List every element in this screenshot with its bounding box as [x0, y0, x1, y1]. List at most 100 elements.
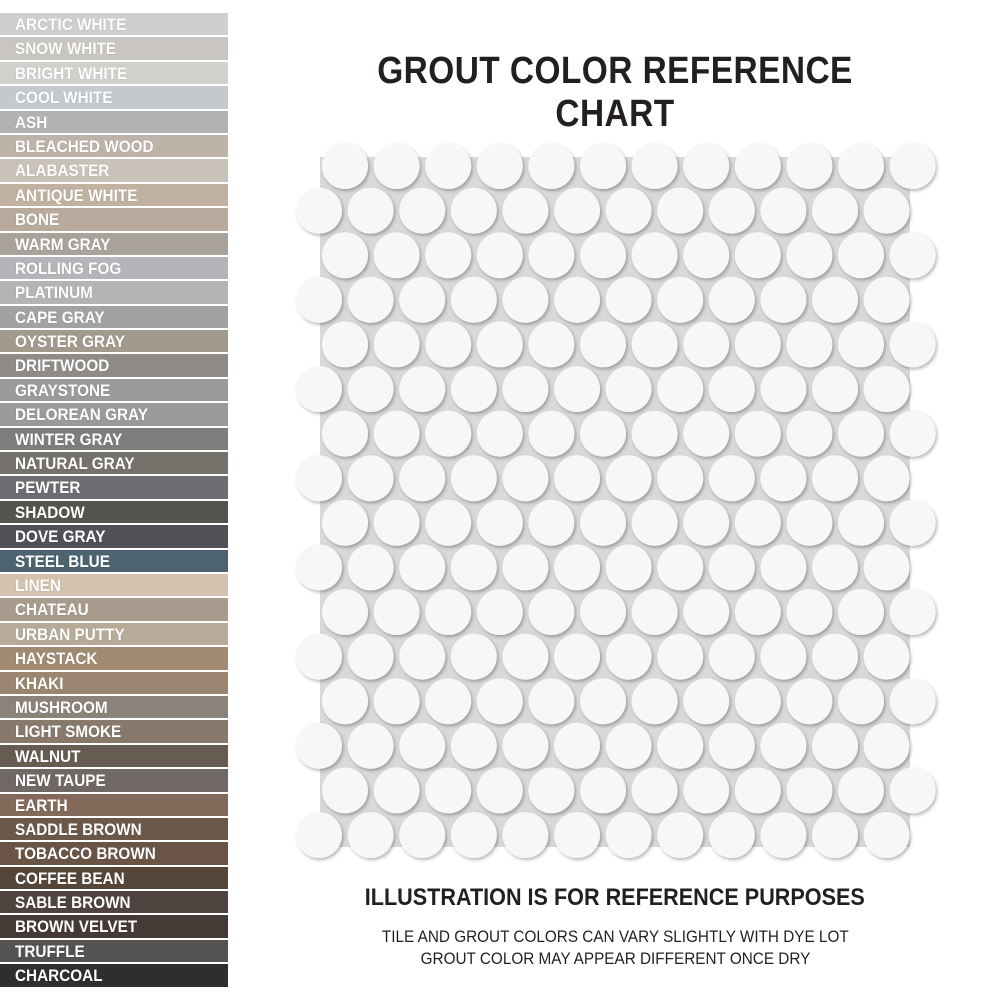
- penny-tile: [373, 321, 420, 368]
- swatch-label: DRIFTWOOD: [15, 356, 110, 376]
- swatch-label: DOVE GRAY: [15, 527, 106, 547]
- swatch-bright-white: BRIGHT WHITE: [0, 61, 228, 85]
- swatch-label: BONE: [15, 210, 60, 230]
- penny-tile: [631, 143, 678, 189]
- penny-tile: [528, 589, 575, 635]
- penny-tile: [734, 767, 781, 814]
- swatch-label: WALNUT: [15, 746, 81, 766]
- swatch-natural-gray: NATURAL GRAY: [0, 452, 228, 475]
- reference-disclaimer-heading: ILLUSTRATION IS FOR REFERENCE PURPOSES: [300, 884, 930, 912]
- penny-tile: [296, 544, 342, 591]
- penny-tile: [528, 232, 575, 279]
- penny-tile: [476, 767, 523, 814]
- penny-tile: [734, 410, 781, 457]
- swatch-label: SABLE BROWN: [15, 893, 131, 913]
- penny-tile: [838, 499, 884, 546]
- penny-tile: [631, 499, 678, 546]
- swatch-khaki: KHAKI: [0, 671, 228, 694]
- penny-tile: [889, 678, 936, 725]
- penny-tile: [838, 143, 884, 189]
- swatch-cape-gray: CAPE GRAY: [0, 305, 228, 329]
- penny-tile: [605, 455, 652, 502]
- penny-tile: [554, 722, 600, 769]
- swatch-rolling-fog: ROLLING FOG: [0, 256, 228, 280]
- penny-tile: [734, 678, 781, 725]
- swatch-label: SHADOW: [15, 502, 85, 522]
- penny-tile: [605, 812, 652, 858]
- penny-tile: [812, 544, 858, 591]
- penny-tile: [554, 276, 600, 323]
- penny-tile: [605, 544, 652, 591]
- penny-tile: [399, 366, 446, 412]
- penny-tile: [502, 187, 549, 234]
- penny-tile: [554, 366, 600, 412]
- penny-tile: [605, 633, 652, 680]
- penny-tile: [683, 143, 730, 189]
- penny-tile: [296, 812, 342, 858]
- penny-tile: [838, 321, 884, 368]
- penny-tile: [425, 499, 472, 546]
- penny-tile: [296, 722, 342, 769]
- penny-tile: [450, 544, 497, 591]
- penny-tile: [657, 812, 704, 858]
- penny-tile: [476, 678, 523, 725]
- penny-tile: [631, 410, 678, 457]
- penny-tile: [296, 633, 342, 680]
- penny-tile: [889, 499, 936, 546]
- penny-tile: [347, 544, 394, 591]
- penny-tile: [373, 499, 420, 546]
- swatch-bone: BONE: [0, 208, 228, 231]
- penny-tile: [605, 276, 652, 323]
- penny-tile: [889, 321, 936, 368]
- swatch-label: NEW TAUPE: [15, 771, 106, 791]
- penny-tile: [322, 232, 368, 279]
- penny-tile: [450, 366, 497, 412]
- penny-tile: [812, 722, 858, 769]
- swatch-label: HAYSTACK: [15, 649, 98, 669]
- swatch-platinum: PLATINUM: [0, 281, 228, 304]
- penny-tile: [347, 812, 394, 858]
- penny-tile: [502, 366, 549, 412]
- penny-tile: [528, 321, 575, 368]
- penny-tile: [631, 321, 678, 368]
- swatch-label: TRUFFLE: [15, 941, 85, 961]
- penny-tile: [450, 633, 497, 680]
- penny-tile: [786, 767, 833, 814]
- swatch-label: BROWN VELVET: [15, 917, 138, 937]
- penny-tile: [863, 722, 910, 769]
- penny-tile: [683, 767, 730, 814]
- swatch-tobacco-brown: TOBACCO BROWN: [0, 842, 228, 865]
- penny-tile: [425, 321, 472, 368]
- penny-tile: [708, 455, 755, 502]
- penny-tile: [863, 544, 910, 591]
- penny-tile: [554, 544, 600, 591]
- penny-tile: [528, 499, 575, 546]
- penny-tile: [734, 232, 781, 279]
- swatch-label: COOL WHITE: [15, 88, 113, 108]
- penny-tile: [631, 589, 678, 635]
- penny-tile: [399, 276, 446, 323]
- swatch-shadow: SHADOW: [0, 500, 228, 524]
- penny-tile: [296, 455, 342, 502]
- penny-tile: [708, 276, 755, 323]
- swatch-dove-gray: DOVE GRAY: [0, 525, 228, 548]
- swatch-chateau: CHATEAU: [0, 598, 228, 621]
- penny-tile: [554, 455, 600, 502]
- penny-tile: [322, 767, 368, 814]
- penny-tile: [657, 366, 704, 412]
- penny-tile: [760, 812, 807, 858]
- swatch-label: CHARCOAL: [15, 966, 103, 986]
- swatch-label: CAPE GRAY: [15, 307, 105, 327]
- swatch-mushroom: MUSHROOM: [0, 695, 228, 719]
- penny-tile: [683, 321, 730, 368]
- penny-tile: [580, 678, 626, 725]
- penny-tile: [322, 410, 368, 457]
- penny-tile: [347, 187, 394, 234]
- penny-tile: [502, 455, 549, 502]
- swatch-label: KHAKI: [15, 673, 64, 693]
- swatch-light-smoke: LIGHT SMOKE: [0, 720, 228, 743]
- penny-tile: [708, 187, 755, 234]
- dye-lot-note: TILE AND GROUT COLORS CAN VARY SLIGHTLY …: [300, 927, 930, 947]
- swatch-bleached-wood: BLEACHED WOOD: [0, 134, 228, 158]
- penny-tile: [889, 767, 936, 814]
